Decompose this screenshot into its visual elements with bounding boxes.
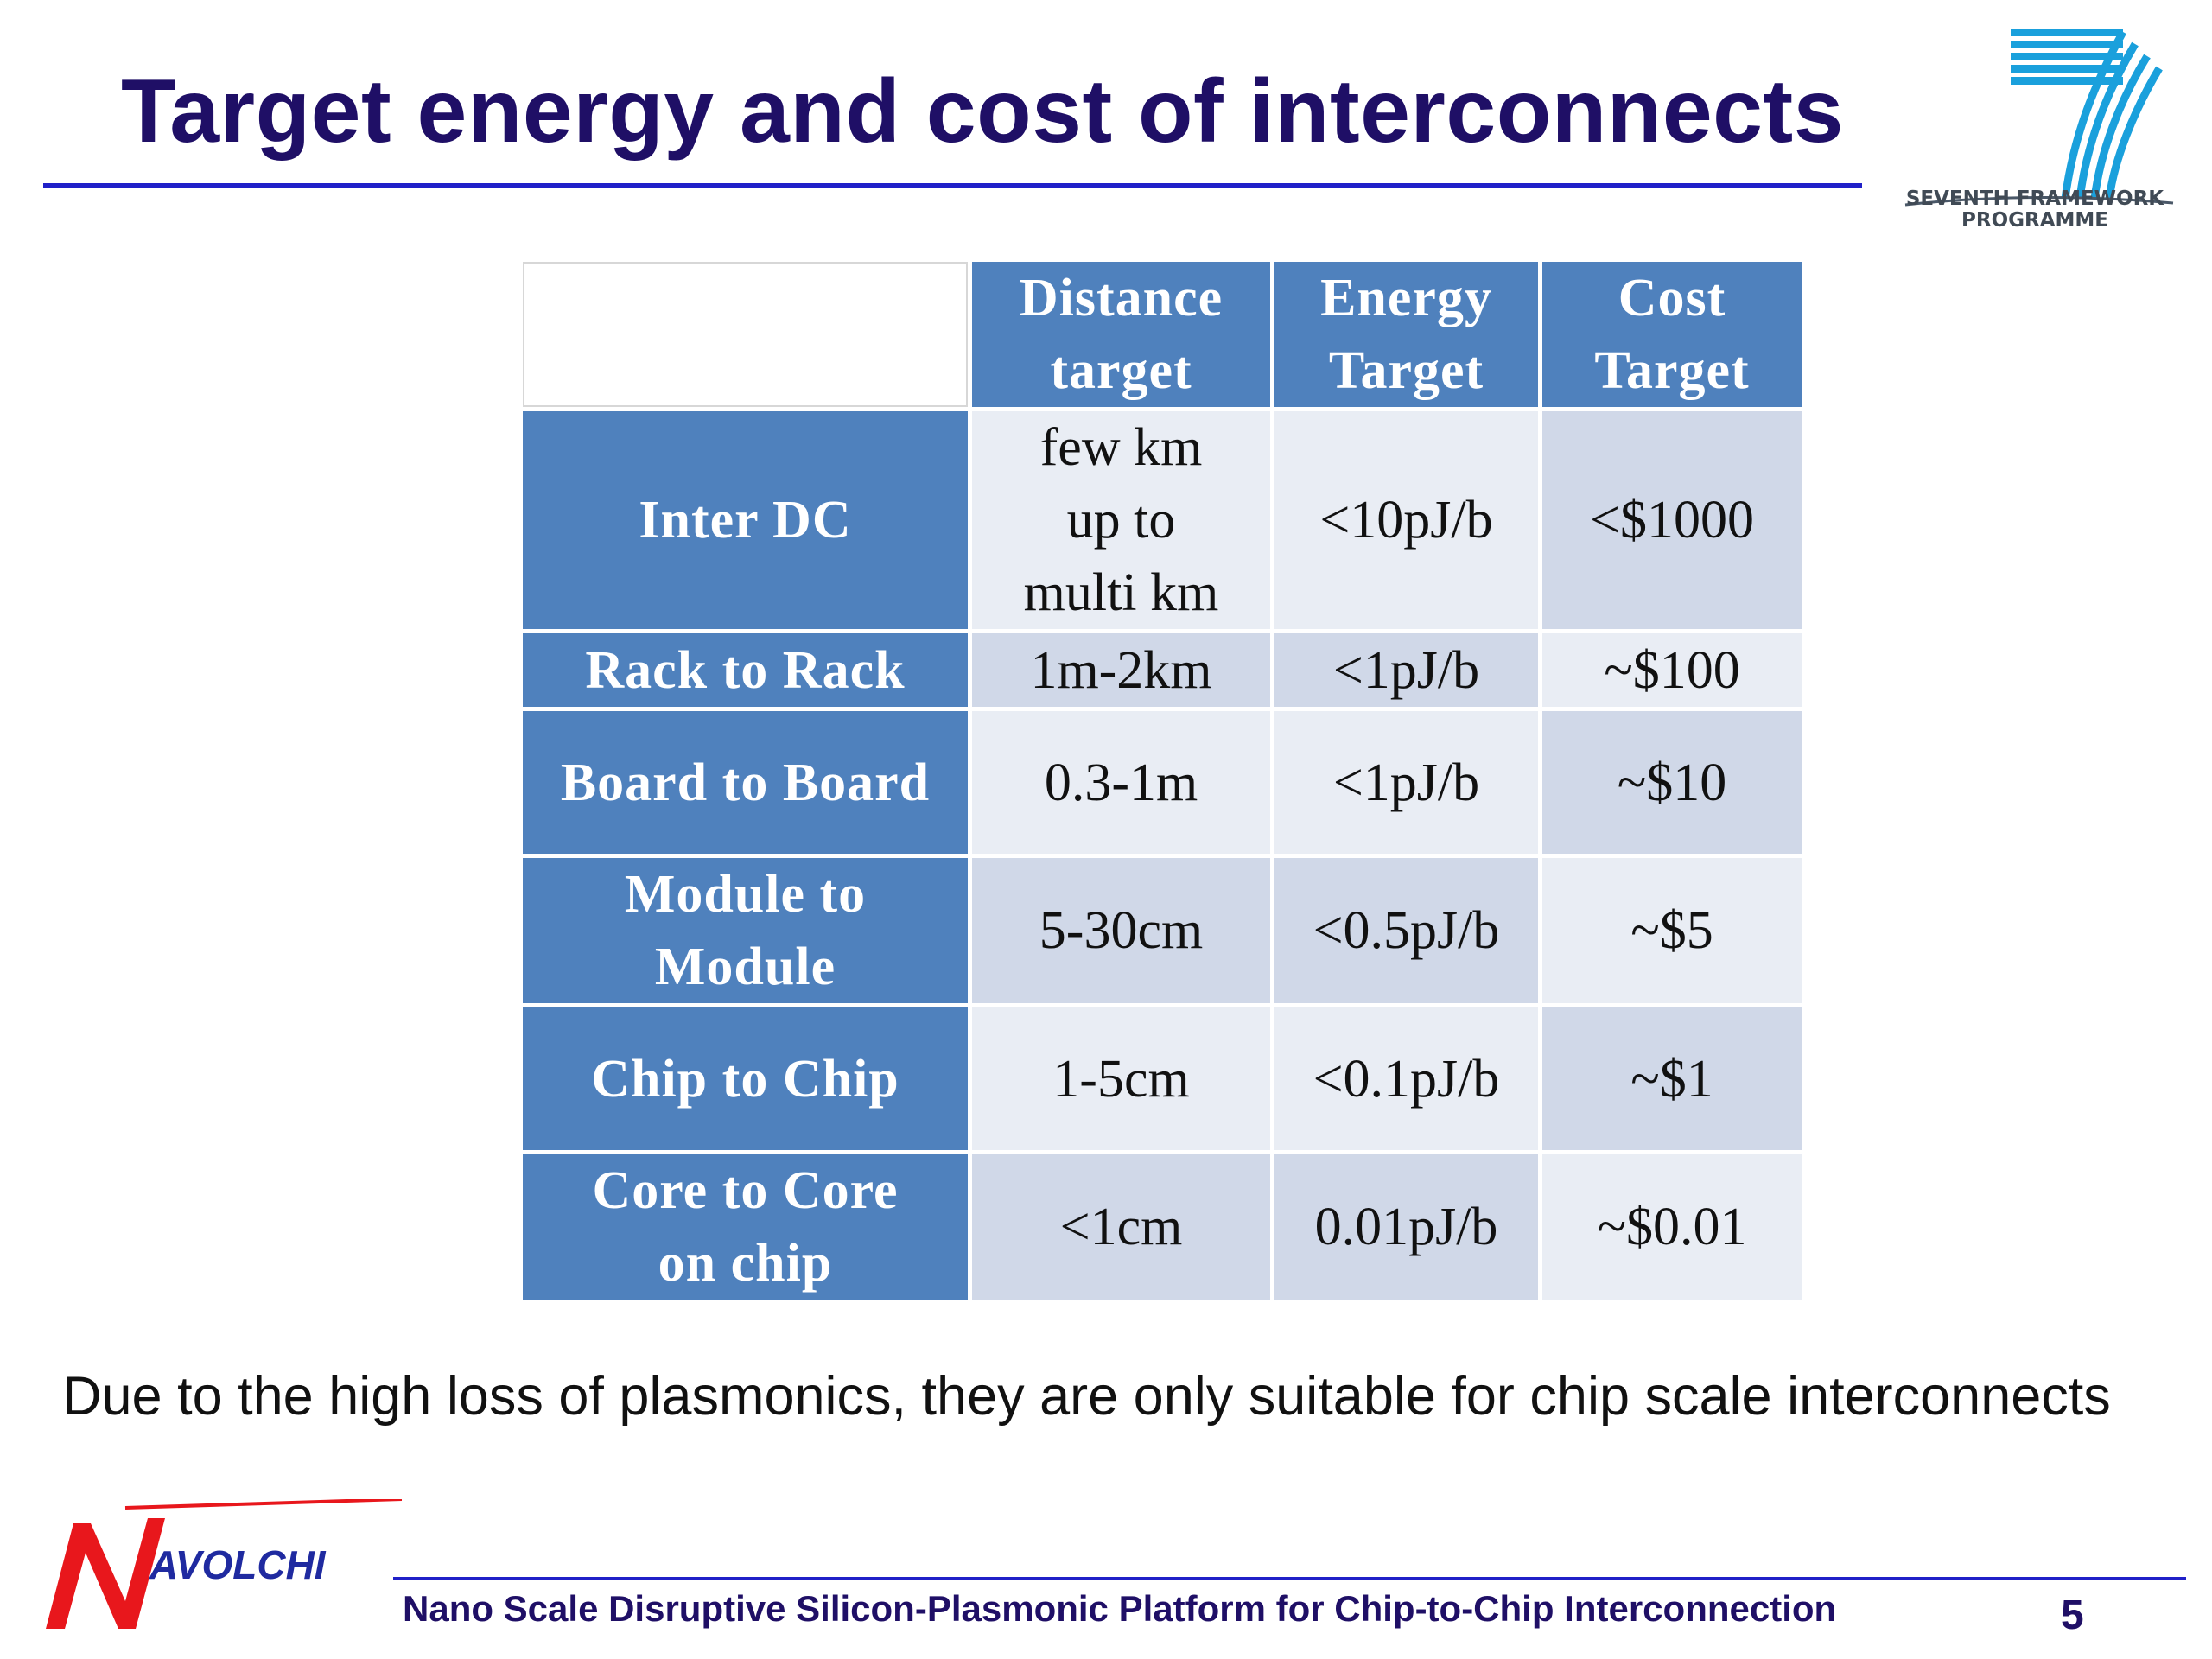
distance-cell: 0.3-1m [972, 711, 1270, 854]
distance-line: few km [1039, 418, 1203, 477]
row-label-line: Module [654, 938, 836, 996]
energy-cell: 0.01pJ/b [1274, 1154, 1538, 1300]
row-label: Rack to Rack [523, 633, 968, 707]
cost-cell: <$1000 [1542, 411, 1802, 629]
row-label-line: Chip to Chip [591, 1049, 899, 1109]
energy-cell: <0.5pJ/b [1274, 858, 1538, 1003]
distance-line: 0.3-1m [1044, 753, 1198, 812]
row-label-line: on chip [658, 1234, 833, 1293]
footer-rule [393, 1577, 2186, 1580]
cost-cell: ~$100 [1542, 633, 1802, 707]
energy-cell: <10pJ/b [1274, 411, 1538, 629]
distance-cell: 1m-2km [972, 633, 1270, 707]
header-line: target [1050, 341, 1192, 400]
cost-cell: ~$1 [1542, 1007, 1802, 1150]
fp7-seven-logo [1904, 29, 2174, 207]
header-line: Distance [1019, 269, 1224, 327]
row-label-line: Module to [624, 865, 867, 924]
header-line: Cost [1618, 269, 1726, 327]
distance-cell: 1-5cm [972, 1007, 1270, 1150]
title-underline [43, 183, 1862, 188]
distance-line: <1cm [1059, 1198, 1183, 1256]
distance-line: 1-5cm [1052, 1049, 1190, 1109]
distance-cell: few km up to multi km [972, 411, 1270, 629]
header-distance-target: Distance target [972, 262, 1270, 407]
fp7-logo-caption: SEVENTH FRAMEWORK PROGRAMME [1884, 188, 2186, 232]
header-energy-target: Energy Target [1274, 262, 1538, 407]
distance-line: up to [1066, 491, 1176, 550]
header-cost-target: Cost Target [1542, 262, 1802, 407]
table-row: Core to Core on chip <1cm 0.01pJ/b ~$0.0… [523, 1154, 1802, 1300]
fp7-caption-line1: SEVENTH FRAMEWORK [1905, 188, 2164, 210]
fp7-caption-line2: PROGRAMME [1961, 209, 2108, 232]
row-label: Inter DC [523, 411, 968, 629]
page-number: 5 [2061, 1592, 2084, 1638]
distance-line: 1m-2km [1030, 640, 1212, 700]
row-label: Chip to Chip [523, 1007, 968, 1150]
table-row: Chip to Chip 1-5cm <0.1pJ/b ~$1 [523, 1007, 1802, 1150]
energy-cell: <0.1pJ/b [1274, 1007, 1538, 1150]
row-label-line: Core to Core [592, 1161, 899, 1220]
header-line: Target [1328, 341, 1484, 400]
table-corner-cell [523, 262, 968, 407]
row-label-line: Rack to Rack [585, 640, 906, 700]
table-row: Rack to Rack 1m-2km <1pJ/b ~$100 [523, 633, 1802, 707]
distance-cell: <1cm [972, 1154, 1270, 1300]
navolchi-logo: AVOLCHI [46, 1499, 402, 1629]
distance-line: 5-30cm [1039, 901, 1204, 960]
cost-cell: ~$5 [1542, 858, 1802, 1003]
row-label-line: Inter DC [639, 491, 852, 550]
row-label: Core to Core on chip [523, 1154, 968, 1300]
cost-cell: ~$10 [1542, 711, 1802, 854]
table-header-row: Distance target Energy Target Cost Targe… [523, 262, 1802, 407]
distance-line: multi km [1023, 563, 1219, 622]
row-label: Board to Board [523, 711, 968, 854]
row-label-line: Board to Board [560, 753, 931, 812]
header-line: Energy [1320, 269, 1492, 327]
slide-title: Target energy and cost of interconnects [121, 61, 1844, 162]
slide-note: Due to the high loss of plasmonics, they… [62, 1366, 2111, 1427]
energy-cell: <1pJ/b [1274, 711, 1538, 854]
table-row: Inter DC few km up to multi km <10pJ/b <… [523, 411, 1802, 629]
footer-caption: Nano Scale Disruptive Silicon-Plasmonic … [403, 1588, 1837, 1629]
table-row: Module to Module 5-30cm <0.5pJ/b ~$5 [523, 858, 1802, 1003]
interconnect-targets-table: Distance target Energy Target Cost Targe… [518, 257, 1806, 1304]
table-row: Board to Board 0.3-1m <1pJ/b ~$10 [523, 711, 1802, 854]
distance-cell: 5-30cm [972, 858, 1270, 1003]
navolchi-logo-text: AVOLCHI [149, 1542, 327, 1587]
cost-cell: ~$0.01 [1542, 1154, 1802, 1300]
energy-cell: <1pJ/b [1274, 633, 1538, 707]
header-line: Target [1594, 341, 1750, 400]
row-label: Module to Module [523, 858, 968, 1003]
